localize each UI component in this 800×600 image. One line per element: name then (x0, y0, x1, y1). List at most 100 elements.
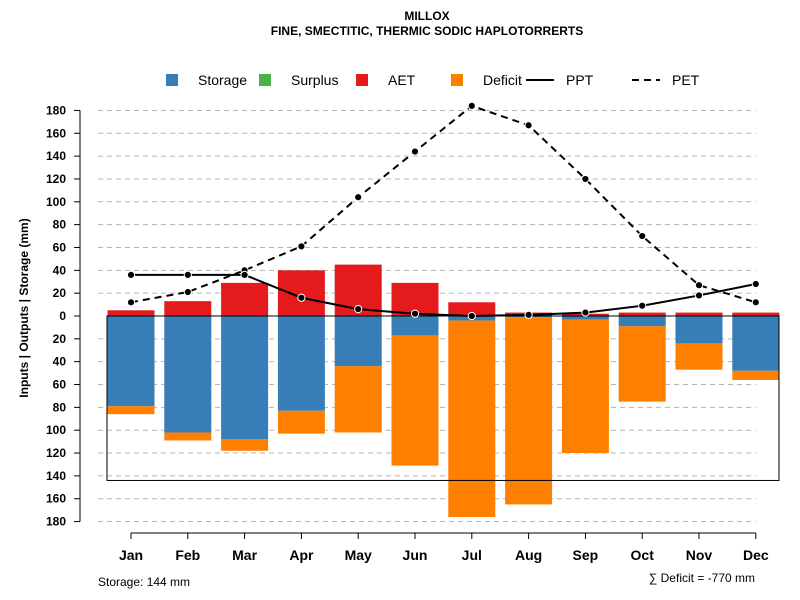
y-tick-label-120: 120 (46, 172, 66, 186)
bar-deficit-jan (107, 406, 155, 415)
bar-aet-mar (221, 282, 269, 316)
point-pet-feb (183, 287, 192, 297)
x-tick-label-feb: Feb (175, 547, 200, 563)
y-tick-label-180: 180 (46, 103, 66, 117)
y-tick-label-0: 0 (59, 309, 66, 323)
y-tick-label-100: 100 (46, 195, 66, 209)
point-ppt-jan (126, 270, 136, 279)
bar-storage-oct (618, 316, 666, 327)
y-tick-label--160: 160 (46, 492, 66, 506)
legend-label-aet: AET (388, 72, 416, 88)
y-tick-label--180: 180 (46, 515, 66, 529)
x-tick-label-jul: Jul (462, 547, 482, 563)
bar-storage-mar (221, 316, 269, 440)
x-tick-label-mar: Mar (232, 547, 257, 563)
legend-label-ppt: PPT (566, 72, 594, 88)
y-tick-label-60: 60 (53, 240, 67, 254)
legend-swatch-aet (356, 74, 368, 86)
y-tick-label--140: 140 (46, 469, 66, 483)
point-ppt-aug (524, 310, 533, 319)
legend-swatch-surplus (259, 74, 271, 86)
point-pet-may (354, 193, 363, 202)
y-tick-label-160: 160 (46, 126, 66, 140)
bar-aet-jan (107, 310, 155, 316)
bar-aet-apr (277, 270, 325, 316)
x-tick-label-jan: Jan (119, 547, 143, 563)
bar-deficit-oct (618, 326, 666, 402)
bar-storage-feb (164, 316, 212, 433)
x-tick-label-jun: Jun (403, 547, 428, 563)
line-ppt (131, 273, 756, 318)
point-ppt-jun (410, 309, 420, 318)
bar-storage-sep (561, 316, 609, 320)
point-pet-sep (581, 174, 590, 184)
bar-deficit-feb (164, 432, 212, 441)
point-pet-dec (751, 298, 760, 307)
deficit-sum-footnote: ∑ Deficit = -770 mm (649, 571, 755, 585)
point-pet-jan (126, 298, 136, 307)
point-pet-oct (638, 231, 647, 241)
y-tick-label--100: 100 (46, 423, 66, 437)
bar-aet-dec (732, 312, 780, 316)
bar-storage-nov (675, 316, 723, 344)
y-axis-label: Inputs | Outputs | Storage (mm) (17, 218, 31, 397)
storage-capacity-rect (106, 315, 780, 481)
point-pet-nov (694, 281, 704, 290)
bar-aet-oct (618, 312, 666, 316)
x-tick-label-oct: Oct (631, 547, 655, 563)
bar-deficit-dec (732, 370, 780, 380)
chart-title: MILLOX (404, 9, 449, 23)
y-tick-label--20: 20 (53, 332, 67, 346)
bar-deficit-jun (391, 335, 439, 466)
y-tick-label-80: 80 (53, 218, 67, 232)
bar-deficit-jul (448, 320, 496, 517)
point-pet-jul (467, 101, 476, 110)
line-pet (130, 104, 757, 304)
legend: Storage Surplus AET Deficit PPT PET (166, 72, 700, 88)
y-tick-label-140: 140 (46, 149, 66, 163)
bar-aet-jul (448, 302, 496, 316)
point-pet-aug (524, 121, 533, 130)
bar-deficit-sep (561, 319, 609, 454)
x-tick-label-dec: Dec (743, 547, 769, 563)
x-tick-label-apr: Apr (289, 547, 314, 563)
y-tick-label--40: 40 (53, 355, 67, 369)
bar-deficit-apr (277, 410, 325, 434)
point-ppt-mar (240, 270, 249, 279)
point-ppt-oct (638, 301, 647, 310)
legend-label-deficit: Deficit (483, 72, 522, 88)
bar-aet-nov (675, 312, 723, 316)
legend-label-storage: Storage (198, 72, 247, 88)
bar-deficit-mar (221, 439, 269, 451)
legend-label-pet: PET (672, 72, 700, 88)
bar-storage-jun (391, 316, 439, 336)
bar-storage-may (334, 316, 382, 367)
bar-storage-apr (277, 316, 325, 411)
storage-capacity-box (106, 315, 780, 481)
point-ppt-dec (751, 279, 760, 289)
storage-footnote: Storage: 144 mm (98, 575, 190, 589)
y-tick-label-20: 20 (53, 286, 67, 300)
legend-label-surplus: Surplus (291, 72, 338, 88)
x-tick-label-nov: Nov (686, 547, 713, 563)
point-pet-jun (410, 147, 420, 156)
y-tick-label--120: 120 (46, 446, 66, 460)
point-ppt-sep (581, 308, 590, 317)
y-tick-label--80: 80 (53, 400, 67, 414)
bars (107, 264, 780, 517)
bar-storage-dec (732, 316, 780, 371)
y-tick-label--60: 60 (53, 378, 67, 392)
y-tick-label-40: 40 (53, 263, 67, 277)
legend-swatch-storage (166, 74, 178, 86)
chart-subtitle: FINE, SMECTITIC, THERMIC SODIC HAPLOTORR… (271, 24, 583, 38)
bar-deficit-aug (505, 317, 553, 505)
point-ppt-may (354, 305, 363, 314)
bar-aet-feb (164, 301, 212, 316)
series-lines (126, 101, 760, 321)
point-ppt-apr (297, 293, 306, 302)
bar-storage-jan (107, 316, 155, 407)
bar-deficit-nov (675, 343, 723, 370)
x-tick-label-aug: Aug (515, 547, 542, 563)
point-ppt-jul (467, 311, 476, 321)
